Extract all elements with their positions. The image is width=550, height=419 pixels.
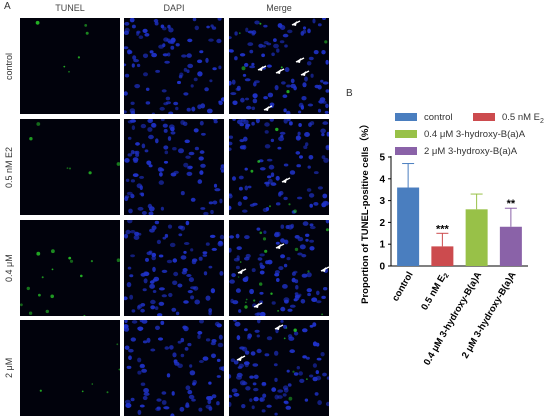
panel-b-label: B bbox=[346, 88, 353, 99]
micrograph-1-2 bbox=[229, 119, 329, 215]
micrograph-0-1 bbox=[124, 18, 224, 114]
arrow-marker bbox=[263, 105, 273, 111]
y-tick-label: 1 bbox=[379, 240, 385, 251]
arrow-marker bbox=[320, 266, 329, 272]
legend-entry-control: control bbox=[395, 112, 453, 123]
arrow-marker bbox=[274, 324, 284, 330]
arrow-marker bbox=[275, 243, 285, 249]
row-label-control: control bbox=[4, 52, 14, 80]
bar bbox=[431, 246, 454, 266]
micrograph-3-0 bbox=[20, 320, 120, 416]
column-title-merge: Merge bbox=[266, 3, 292, 13]
micrograph-1-1 bbox=[124, 119, 224, 215]
micrograph-0-2 bbox=[229, 18, 329, 114]
micrograph-image bbox=[20, 119, 120, 215]
legend-swatch-e2 bbox=[473, 113, 495, 122]
arrow-marker bbox=[237, 268, 247, 274]
micrograph-image bbox=[229, 220, 329, 316]
y-axis-label: Proportion of TUNEL-positive cells（%） bbox=[359, 119, 371, 304]
micrograph-image bbox=[229, 119, 329, 215]
arrow-marker bbox=[281, 177, 291, 183]
legend-label-e2-subscript: 2 bbox=[540, 117, 544, 125]
y-tick-label: 2 bbox=[379, 218, 385, 229]
legend-label-04um: 0.4 μM 3-hydroxy-B(a)A bbox=[424, 129, 526, 140]
legend-entry-04um: 0.4 μM 3-hydroxy-B(a)A bbox=[395, 129, 525, 140]
micrograph-image bbox=[124, 320, 224, 416]
bar bbox=[397, 187, 420, 266]
y-tick-label: 3 bbox=[379, 196, 385, 207]
chart-labels: 0 1 2 3 4 5 Proportion of TUNEL-positive cells… bbox=[359, 119, 519, 367]
micrograph-image bbox=[229, 320, 329, 416]
column-title-tunel: TUNEL bbox=[55, 3, 85, 13]
arrow-marker bbox=[236, 355, 246, 361]
arrow-marker bbox=[300, 70, 310, 76]
micrograph-1-0 bbox=[20, 119, 120, 215]
micrograph-image bbox=[124, 18, 224, 114]
error-bar bbox=[436, 232, 449, 247]
bar bbox=[465, 209, 488, 266]
micrograph-image bbox=[229, 18, 329, 114]
row-label-2um: 2 μM bbox=[4, 357, 14, 379]
arrow-marker bbox=[257, 65, 267, 71]
micrograph-2-1 bbox=[124, 220, 224, 316]
micrograph-image bbox=[20, 320, 120, 416]
legend-label-control: control bbox=[424, 112, 453, 123]
y-tick-label: 0 bbox=[379, 262, 385, 273]
micrograph-image bbox=[124, 220, 224, 316]
micrograph-0-0 bbox=[20, 18, 120, 114]
significance-marker: ** bbox=[507, 198, 516, 210]
legend-entry-e2: 0.5 nM E2 bbox=[473, 112, 544, 125]
micrograph-image bbox=[124, 119, 224, 215]
legend-swatch-04um bbox=[395, 130, 417, 139]
micrograph-image bbox=[20, 18, 120, 114]
panel-a-label: A bbox=[4, 1, 11, 12]
legend-swatch-2um bbox=[395, 147, 417, 156]
y-tick-label: 4 bbox=[379, 174, 385, 185]
row-label-04um: 0.4 μM bbox=[4, 254, 14, 282]
micrograph-3-1 bbox=[124, 320, 224, 416]
arrow-marker bbox=[253, 302, 263, 308]
legend-label-e2: 0.5 nM E bbox=[502, 112, 541, 123]
legend-label-2um: 2 μM 3-hydroxy-B(a)A bbox=[424, 146, 518, 157]
legend-entry-2um: 2 μM 3-hydroxy-B(a)A bbox=[395, 146, 517, 157]
error-bar bbox=[504, 207, 517, 227]
chart-bars bbox=[397, 163, 522, 266]
micrograph-2-2 bbox=[229, 220, 329, 316]
x-tick-label: control bbox=[390, 270, 416, 303]
significance-marker: *** bbox=[436, 223, 450, 235]
column-title-dapi: DAPI bbox=[163, 3, 185, 13]
arrow-marker bbox=[291, 20, 301, 26]
arrow-marker bbox=[295, 57, 305, 63]
row-label-e2: 0.5 nM E2 bbox=[4, 146, 14, 188]
y-tick-label: 5 bbox=[379, 153, 385, 164]
micrograph-2-0 bbox=[20, 220, 120, 316]
x-tick-label: 0.5 nM E2 bbox=[419, 270, 451, 313]
bar-chart: 0 1 2 3 4 5 Proportion of TUNEL-positive cells… bbox=[359, 119, 528, 367]
legend-swatch-control bbox=[395, 113, 417, 122]
bar bbox=[499, 226, 522, 266]
micrograph-3-2 bbox=[229, 320, 329, 416]
arrow-marker bbox=[275, 68, 285, 74]
error-bar bbox=[402, 163, 415, 188]
micrograph-image bbox=[20, 220, 120, 316]
error-bar bbox=[470, 193, 483, 210]
